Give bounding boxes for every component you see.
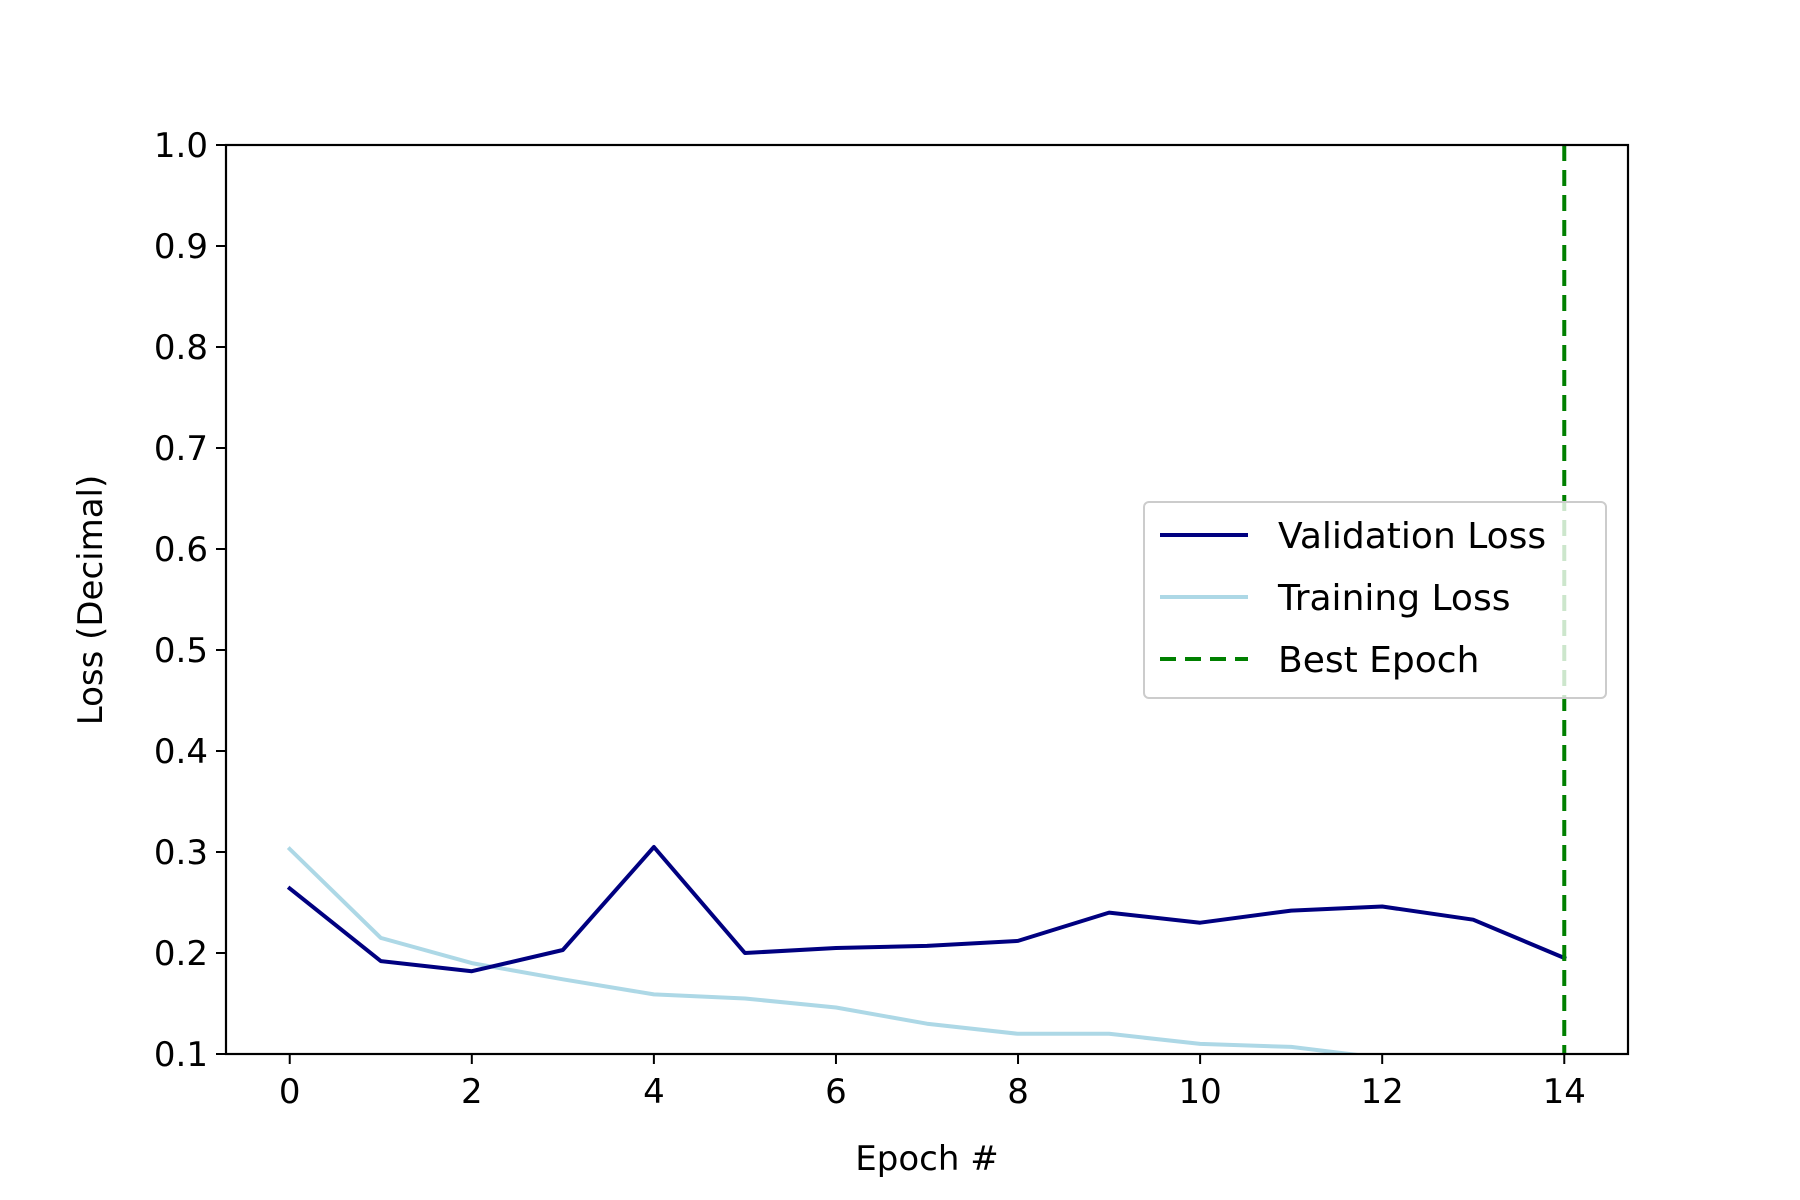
- x-axis-label: Epoch #: [855, 1139, 998, 1179]
- series-line-1: [286, 846, 1366, 1054]
- y-tick-label: 0.4: [154, 732, 208, 772]
- legend-box: [1143, 501, 1607, 699]
- y-tick-label: 1.0: [154, 126, 208, 166]
- legend: Validation Loss Training Loss Best Epoch: [1143, 501, 1607, 699]
- x-tick-label: 0: [279, 1072, 301, 1112]
- x-tick-label: 14: [1543, 1072, 1586, 1112]
- x-tick-label: 8: [1007, 1072, 1029, 1112]
- y-tick-label: 0.6: [154, 530, 208, 570]
- legend-label: Validation Loss: [1278, 516, 1546, 557]
- x-tick-label: 4: [643, 1072, 665, 1112]
- axes-frame: [224, 143, 1630, 1056]
- y-tick-label: 0.7: [154, 429, 208, 469]
- y-tick-label: 0.8: [154, 328, 208, 368]
- x-tick-label: 10: [1178, 1072, 1221, 1112]
- y-tick-label: 0.5: [154, 631, 208, 671]
- x-tick-label: 6: [825, 1072, 847, 1112]
- x-tick-label: 12: [1361, 1072, 1404, 1112]
- x-axis-ticks: 0 2 4 6 8 10 12 14: [279, 1054, 1586, 1112]
- series-line-0: [286, 845, 1567, 974]
- y-tick-label: 0.3: [154, 833, 208, 873]
- x-tick-label: 2: [461, 1072, 483, 1112]
- legend-label: Best Epoch: [1278, 640, 1479, 681]
- y-axis-label: Loss (Decimal): [71, 475, 111, 726]
- y-axis-ticks: 0.1 0.2 0.3 0.4 0.5 0.6 0.7 0.8 0.9 1.0: [154, 126, 226, 1075]
- legend-label: Training Loss: [1277, 578, 1510, 619]
- y-tick-label: 0.1: [154, 1035, 208, 1075]
- y-tick-label: 0.9: [154, 227, 208, 267]
- y-tick-label: 0.2: [154, 934, 208, 974]
